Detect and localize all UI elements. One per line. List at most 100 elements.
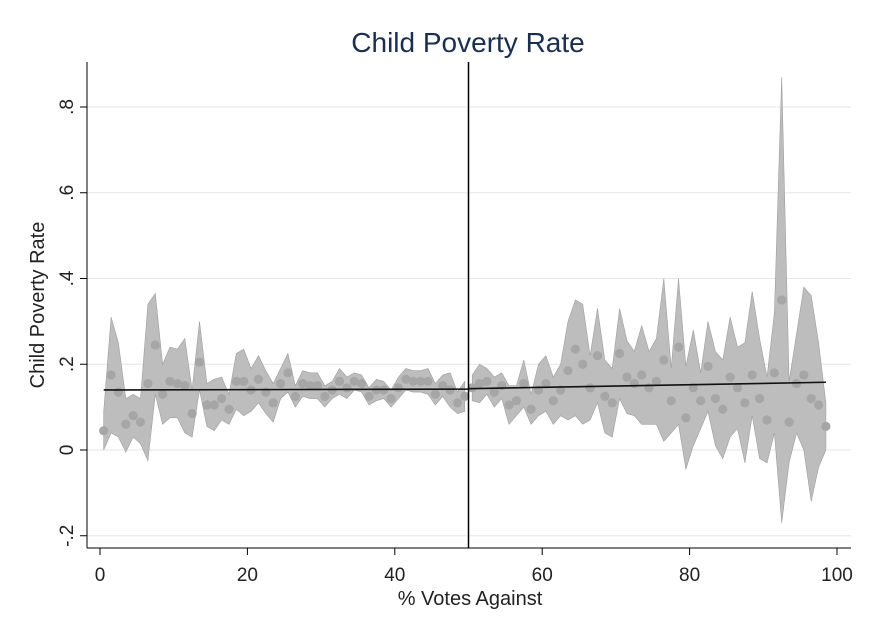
data-point	[158, 389, 168, 399]
data-point	[474, 378, 485, 389]
data-point	[614, 348, 625, 359]
x-tick-label: 0	[95, 565, 106, 586]
data-point	[231, 376, 241, 386]
data-point	[209, 400, 219, 410]
data-point	[312, 381, 323, 391]
x-axis-ticks: 0 20 40 60 80 100	[95, 548, 853, 586]
data-point	[806, 393, 816, 404]
y-tick-label: 0	[57, 445, 78, 456]
data-point	[135, 417, 146, 427]
data-point	[268, 398, 278, 408]
data-point	[224, 404, 234, 414]
data-point	[165, 376, 175, 386]
data-point	[541, 378, 551, 389]
data-point	[813, 400, 824, 410]
x-tick-label: 60	[532, 565, 553, 586]
data-point	[511, 396, 522, 406]
data-point	[106, 370, 116, 380]
data-point	[364, 391, 374, 402]
data-point	[445, 385, 455, 395]
data-point	[452, 398, 463, 408]
data-point	[275, 378, 286, 389]
confidence-band-left	[103, 292, 466, 462]
data-point	[482, 376, 492, 386]
data-point	[187, 408, 197, 419]
y-tick-label: .6	[57, 185, 78, 201]
data-point	[438, 381, 448, 391]
data-point	[290, 391, 300, 402]
data-point	[740, 398, 750, 408]
data-point	[253, 374, 264, 384]
x-axis-label: % Votes Against	[398, 588, 543, 610]
data-point	[570, 344, 580, 354]
data-point	[592, 351, 603, 361]
data-point	[121, 419, 131, 429]
data-point	[489, 387, 499, 397]
data-point	[113, 387, 124, 397]
data-point	[732, 383, 743, 393]
data-point	[342, 383, 352, 393]
y-tick-label: .2	[57, 356, 78, 372]
data-point	[821, 421, 831, 432]
data-point	[629, 378, 639, 389]
scatter-points	[99, 295, 831, 436]
x-tick-label: 20	[237, 565, 258, 586]
data-point	[519, 378, 529, 389]
data-point	[725, 372, 735, 382]
data-point	[703, 361, 713, 371]
data-point	[143, 378, 153, 389]
chart-title: Child Poverty Rate	[351, 27, 584, 58]
x-tick-label: 40	[384, 565, 405, 586]
data-point	[239, 376, 249, 386]
data-point	[696, 396, 706, 406]
confidence-band-group	[103, 76, 827, 523]
data-point	[747, 370, 757, 380]
data-point	[334, 376, 345, 386]
fit-line-left	[103, 388, 469, 391]
data-point	[585, 383, 595, 393]
data-point	[430, 389, 440, 399]
data-point	[777, 295, 787, 305]
data-point	[320, 391, 330, 402]
data-point	[784, 417, 794, 427]
data-point	[128, 411, 138, 421]
data-point	[666, 396, 676, 406]
data-point	[548, 396, 558, 406]
data-point	[622, 372, 632, 382]
data-point	[659, 355, 669, 365]
data-point	[688, 383, 698, 393]
y-tick-label: .8	[57, 99, 78, 115]
fit-lines	[103, 381, 826, 391]
data-point	[681, 413, 691, 423]
data-point	[563, 366, 573, 376]
data-point	[423, 376, 433, 386]
data-point	[578, 359, 588, 369]
data-point	[357, 378, 367, 389]
data-point	[673, 342, 684, 352]
data-point	[460, 391, 470, 402]
data-point	[651, 376, 662, 386]
y-axis-label: Child Poverty Rate	[27, 222, 49, 389]
axes	[86, 62, 851, 549]
data-point	[217, 393, 227, 404]
data-point	[393, 383, 404, 393]
data-point	[202, 400, 212, 410]
data-point	[194, 357, 205, 367]
data-point	[180, 381, 190, 391]
data-point	[710, 393, 720, 404]
data-point	[799, 370, 809, 380]
x-tick-label: 80	[679, 565, 700, 586]
data-point	[298, 378, 308, 389]
data-point	[305, 381, 315, 391]
data-point	[386, 393, 396, 404]
y-axis-ticks: -.2 0 .2 .4 .6 .8	[57, 99, 87, 547]
data-point	[349, 376, 359, 386]
data-point	[755, 393, 765, 404]
fit-line-right	[468, 381, 826, 390]
data-point	[607, 398, 617, 408]
data-point	[283, 368, 293, 378]
data-point	[401, 374, 411, 384]
data-point	[99, 426, 109, 436]
